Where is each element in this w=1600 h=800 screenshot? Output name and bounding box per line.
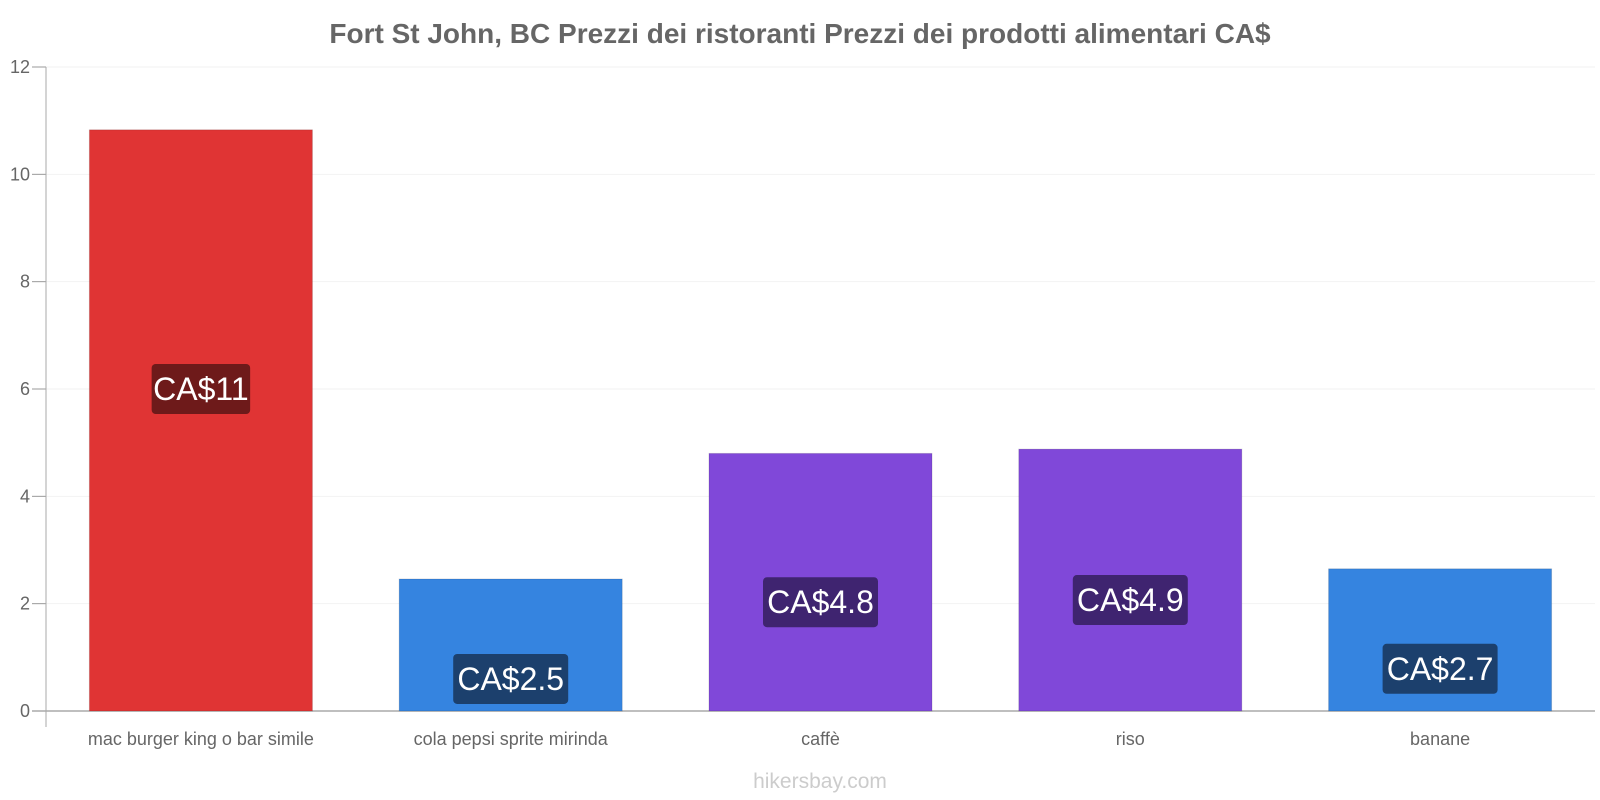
value-label: CA$11 [153, 371, 248, 407]
bar [88, 129, 313, 712]
value-label-bg [763, 577, 878, 628]
bars [88, 129, 1553, 712]
x-tick-label: caffè [801, 729, 840, 749]
value-label: CA$4.8 [767, 584, 874, 620]
value-label: CA$4.9 [1077, 582, 1184, 618]
y-tick-label: 0 [20, 701, 30, 721]
y-tick-label: 12 [10, 57, 30, 77]
y-tick-label: 10 [10, 164, 30, 184]
y-tick-label: 2 [20, 594, 30, 614]
chart-title: Fort St John, BC Prezzi dei ristoranti P… [329, 18, 1271, 49]
value-labels: CA$11 CA$2.5 CA$4.8 CA$4.9 CA$2.7 [151, 364, 1498, 704]
watermark: hikersbay.com [753, 770, 887, 793]
y-tick-label: 8 [20, 272, 30, 292]
value-label: CA$2.5 [457, 661, 564, 697]
y-tick-label: 4 [20, 486, 30, 506]
axes: 0 2 4 6 8 10 12 mac burger king o bar simile col… [10, 57, 1595, 749]
value-label-bg [151, 364, 251, 414]
x-tick-label: cola pepsi sprite mirinda [414, 729, 609, 749]
value-label-bg [1072, 575, 1188, 626]
x-tick-label: riso [1116, 729, 1145, 749]
value-label-bg [1382, 643, 1498, 694]
value-label: CA$2.7 [1387, 651, 1494, 687]
x-tick-label: mac burger king o bar simile [88, 729, 314, 749]
value-label-bg [453, 653, 569, 704]
x-tick-label: banane [1410, 729, 1470, 749]
y-tick-label: 6 [20, 379, 30, 399]
